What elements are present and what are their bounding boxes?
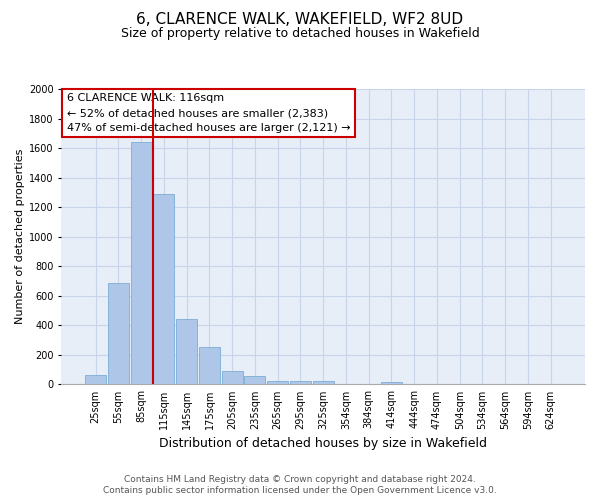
Bar — [244, 376, 265, 384]
Bar — [108, 282, 129, 384]
Bar — [222, 371, 242, 384]
Text: Contains HM Land Registry data © Crown copyright and database right 2024.: Contains HM Land Registry data © Crown c… — [124, 475, 476, 484]
Text: 6, CLARENCE WALK, WAKEFIELD, WF2 8UD: 6, CLARENCE WALK, WAKEFIELD, WF2 8UD — [136, 12, 464, 28]
Bar — [267, 380, 288, 384]
Bar — [176, 320, 197, 384]
Bar — [290, 380, 311, 384]
X-axis label: Distribution of detached houses by size in Wakefield: Distribution of detached houses by size … — [159, 437, 487, 450]
Text: Contains public sector information licensed under the Open Government Licence v3: Contains public sector information licen… — [103, 486, 497, 495]
Bar — [313, 382, 334, 384]
Bar — [199, 347, 220, 385]
Y-axis label: Number of detached properties: Number of detached properties — [15, 149, 25, 324]
Bar — [131, 142, 152, 384]
Bar — [381, 382, 402, 384]
Bar — [85, 375, 106, 384]
Text: 6 CLARENCE WALK: 116sqm
← 52% of detached houses are smaller (2,383)
47% of semi: 6 CLARENCE WALK: 116sqm ← 52% of detache… — [67, 94, 350, 133]
Text: Size of property relative to detached houses in Wakefield: Size of property relative to detached ho… — [121, 28, 479, 40]
Bar — [154, 194, 175, 384]
